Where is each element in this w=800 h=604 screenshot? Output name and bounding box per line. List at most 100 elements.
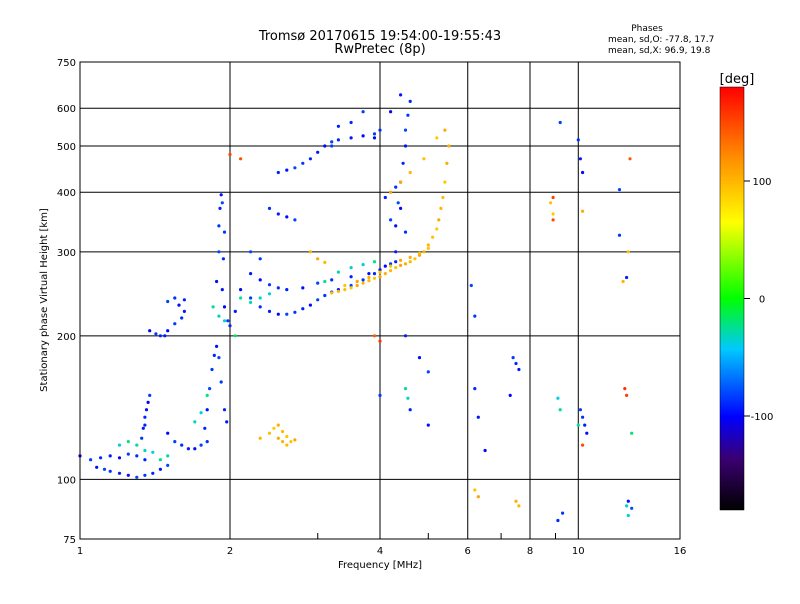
echo-point [276, 212, 280, 216]
echo-point [576, 423, 580, 427]
echo-point [399, 263, 403, 267]
echo-point [417, 251, 422, 255]
echo-point [406, 396, 410, 400]
echo-point [203, 426, 207, 430]
echo-point [218, 206, 222, 210]
echo-point [581, 170, 585, 175]
echo-point [389, 218, 393, 222]
phases-o-line: mean, sd,O: -77.8, 17.7 [608, 35, 714, 45]
echo-point [378, 339, 382, 343]
echo-point [349, 266, 353, 270]
echo-point [558, 120, 562, 125]
echo-point [151, 450, 155, 454]
echo-point [349, 283, 353, 288]
echo-point [239, 296, 243, 300]
echo-point [349, 275, 353, 279]
echo-point [180, 316, 184, 320]
echo-point [617, 188, 622, 192]
echo-point [408, 408, 412, 412]
echo-point [330, 144, 334, 148]
echo-point [301, 286, 305, 290]
echo-point [289, 440, 293, 444]
echo-point [316, 298, 320, 302]
echo-point [549, 201, 553, 205]
echo-point [626, 499, 630, 503]
echo-point [316, 150, 320, 154]
echo-point [217, 314, 221, 318]
echo-point [323, 144, 327, 148]
echo-point [417, 356, 422, 360]
echo-point [89, 458, 93, 462]
echo-point [435, 136, 439, 140]
echo-point [394, 250, 398, 254]
echo-point [431, 235, 435, 239]
echo-point [556, 396, 560, 400]
x-tick-label: 8 [527, 546, 533, 557]
x-tick-label: 2 [227, 546, 233, 557]
echo-point [276, 286, 280, 290]
echo-point [403, 334, 408, 338]
echo-point [389, 190, 393, 194]
echo-point [117, 456, 122, 460]
echo-point [267, 292, 272, 296]
echo-point [158, 458, 162, 462]
x-tick-label: 6 [465, 546, 471, 557]
echo-point [435, 227, 439, 231]
echo-point [249, 250, 253, 254]
echo-point [249, 300, 253, 304]
echo-point [267, 431, 272, 435]
echo-point [401, 161, 405, 165]
echo-point [625, 393, 629, 397]
echo-point [372, 334, 377, 338]
echo-point [441, 195, 445, 200]
x-tick-label: 10 [572, 546, 585, 557]
echo-point [267, 206, 272, 210]
colorbar-tick-label: -100 [751, 412, 774, 423]
echo-point [355, 279, 359, 284]
echo-point [140, 436, 144, 440]
echo-point [426, 370, 430, 374]
echo-point [378, 270, 382, 274]
echo-point [378, 275, 382, 279]
echo-point [102, 467, 107, 471]
echo-point [143, 423, 147, 427]
echo-point [148, 329, 152, 333]
y-tick-label: 750 [57, 58, 76, 69]
echo-point [143, 448, 147, 453]
echo-point [551, 212, 555, 216]
echo-point [323, 293, 327, 298]
echo-point [561, 511, 565, 515]
echo-point [135, 475, 139, 479]
echo-point [276, 423, 280, 427]
phases-title: Phases [631, 24, 663, 34]
echo-point [293, 438, 297, 442]
echo-point [276, 312, 280, 316]
echo-point [173, 440, 177, 444]
echo-point [399, 206, 403, 210]
echo-point [576, 138, 580, 142]
echo-point [476, 415, 480, 419]
echo-point [383, 264, 387, 268]
echo-point [581, 443, 585, 447]
echo-point [126, 452, 130, 456]
echo-point [186, 447, 190, 451]
echo-point [205, 393, 209, 397]
echo-point [361, 278, 365, 282]
echo-point [378, 268, 382, 272]
echo-point [222, 305, 227, 309]
echo-point [372, 136, 377, 140]
echo-point [447, 144, 451, 148]
echo-point [308, 157, 312, 161]
echo-point [215, 279, 219, 284]
echo-point [585, 431, 589, 435]
echo-point [267, 309, 272, 313]
echo-point [551, 195, 555, 200]
echo-point [180, 443, 184, 447]
echo-point [349, 286, 353, 290]
echo-point [406, 113, 410, 117]
echo-point [514, 499, 518, 503]
echo-point [508, 393, 512, 397]
echo-point [285, 312, 289, 316]
echo-point [228, 324, 232, 328]
echo-point [285, 215, 289, 219]
